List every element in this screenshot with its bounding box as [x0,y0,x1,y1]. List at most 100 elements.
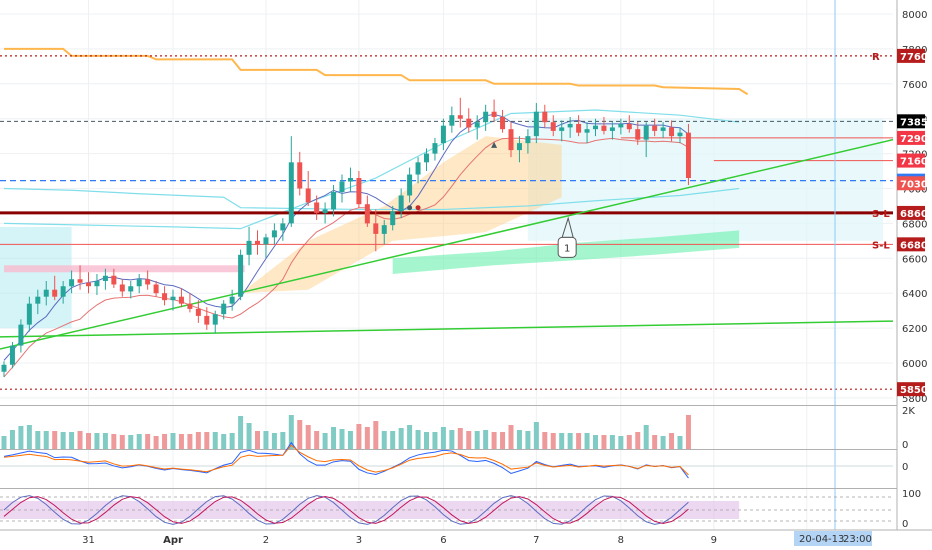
candle-body [145,279,151,285]
date-tick-label: Apr [163,535,183,546]
crosshair-date-tag [794,531,872,546]
volume-bar [136,434,142,449]
volume-bar [559,433,565,449]
price-tag-label: 7290 [900,134,928,145]
volume-bar [18,426,24,449]
volume-bar [145,434,151,449]
candle-body [635,129,641,140]
volume-bar [440,427,446,449]
date-tick-label: 2 [263,535,269,546]
candle-body [542,111,548,123]
price-tag-bg [897,153,925,168]
volume-bar [390,431,396,449]
candle-body [373,223,379,234]
price-tag-label: 7160 [900,157,928,168]
cloud-zone-left [0,226,72,329]
volume-bar [246,423,252,449]
candle-body [440,125,446,144]
stoch-band [0,501,740,519]
candle-body [86,282,91,287]
volume-bar [339,429,345,449]
volume-bar [500,432,506,449]
candle-body [263,237,269,245]
candle-body [660,127,666,131]
candle-body [170,296,176,301]
volume-bar [60,432,66,449]
volume-bar [533,422,539,449]
marker-box [557,236,577,258]
candle-body [339,181,345,192]
price-tick-label: 5800 [902,394,927,405]
volume-bar [52,431,58,449]
resistance-zone [4,265,245,273]
volume-bar [381,431,387,449]
price-tags: 7760R738572907160704570306860S-L6680S-L5… [872,48,928,397]
date-tick-label: 3 [356,535,362,546]
price-tag-label: 5850 [900,385,928,396]
volume-bar [178,434,184,449]
volume-tick-label: 0 [902,440,908,451]
candle-body [221,303,227,315]
volume-bar [347,431,353,449]
volume-bar [187,434,193,449]
candle-body [162,293,168,301]
volume-bar [525,431,531,449]
volume-bar [626,435,632,449]
volume-bar [542,432,548,449]
candle-body [1,364,7,372]
candle-body [609,127,615,131]
volume-bar [643,425,649,449]
volume-bar [322,433,328,449]
date-tick-label: 9 [711,535,717,546]
volume-bar [255,431,260,449]
candle-body [601,125,607,131]
price-tag-label: 7760 [900,52,928,63]
volume-bar [364,427,370,449]
candle-body [297,162,303,189]
candle-body [559,127,565,131]
candle-body [347,178,353,182]
candle-body [474,122,480,128]
envelope-top [3,109,740,230]
candle-body [178,296,184,304]
candle-body [424,153,429,163]
candle-body [271,230,277,238]
candle-body [314,202,320,213]
candle-body [52,289,58,297]
volume-bar [263,431,269,449]
volume-bar [280,432,286,449]
candle-body [415,162,421,175]
volume-bar [685,415,691,449]
candle-body [457,115,463,119]
volume-bar [221,434,227,449]
volume-bar [43,431,49,449]
crosshair-time: 23:00 [843,534,872,545]
candle-body [136,279,142,287]
volume-bar [9,430,15,449]
blue-average-line [3,113,689,361]
candle-body [356,178,362,205]
date-tick-label: 31 [82,535,95,546]
volume-bar [424,432,429,449]
volume-bar [162,434,168,449]
candle-body [407,174,413,196]
candle-body [9,345,15,365]
volume-bar [474,431,480,449]
price-tick-label: 6600 [902,254,927,265]
stoch-tick-label: 100 [902,489,921,500]
orange-step-line [4,47,749,96]
candle-body [449,115,455,126]
candle-body [432,143,438,154]
candle-body [381,225,387,234]
stoch-k-line [3,495,689,525]
indicator-lines [3,47,749,378]
candle-body [111,275,117,285]
candle-body [331,191,337,210]
volume-bar [26,425,32,449]
volume-bar [153,436,159,449]
candle-body [102,275,108,281]
candle-body [187,303,193,309]
candle-body [153,284,159,294]
volume-bar [128,435,134,449]
